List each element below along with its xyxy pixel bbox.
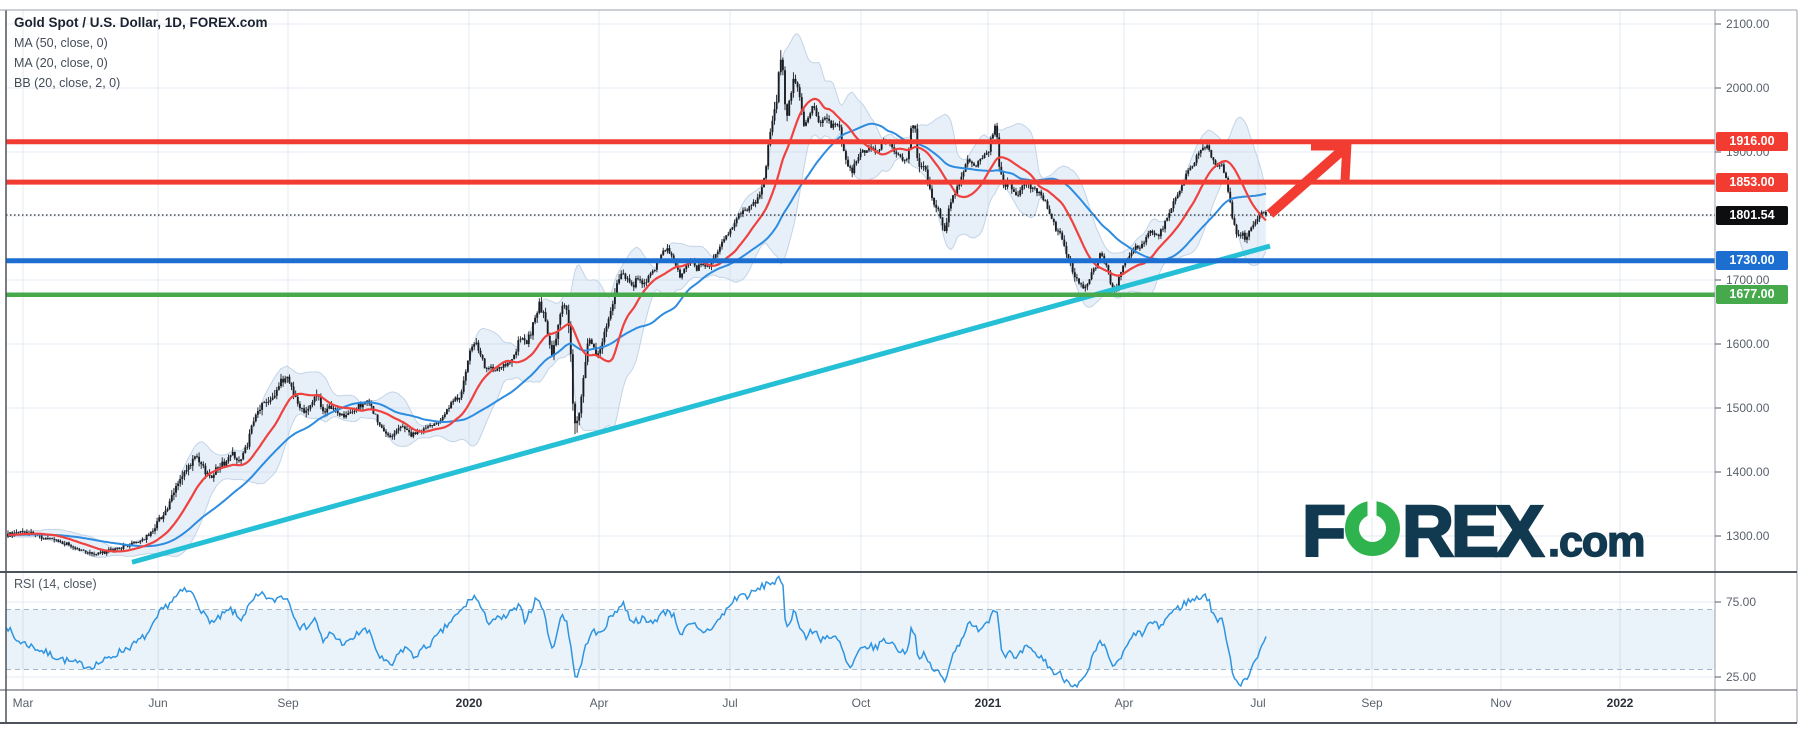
- time-axis-label-Oct: Oct: [851, 696, 871, 710]
- rsi-tick-label-75.00: 75.00: [1726, 595, 1757, 609]
- time-axis-label-Jun: Jun: [148, 696, 168, 710]
- ascending-trendline[interactable]: [131, 243, 1271, 565]
- price-tick-label-2100.00: 2100.00: [1726, 17, 1770, 31]
- time-axis-label-2022: 2022: [1606, 696, 1634, 710]
- projection-arrow-head: [1340, 142, 1352, 182]
- main-price-pane[interactable]: [6, 10, 1715, 572]
- time-axis-label-2021: 2021: [974, 696, 1002, 710]
- rsi-line: [6, 575, 1267, 689]
- time-axis-label-Nov: Nov: [1490, 696, 1512, 710]
- price-tick-label-1500.00: 1500.00: [1726, 401, 1770, 415]
- price-level-badge-1730.00: 1730.00: [1716, 251, 1788, 271]
- time-axis-label-Mar: Mar: [12, 696, 34, 710]
- time-axis-label-Sep: Sep: [277, 696, 299, 710]
- price-tick-label-2000.00: 2000.00: [1726, 81, 1770, 95]
- price-tick-label-1400.00: 1400.00: [1726, 465, 1770, 479]
- time-axis-label-Jul: Jul: [722, 696, 738, 710]
- price-tick-label-1300.00: 1300.00: [1726, 529, 1770, 543]
- price-level-badge-1677.00: 1677.00: [1716, 285, 1788, 305]
- price-axis[interactable]: [1716, 10, 1803, 723]
- time-axis-label-Apr: Apr: [589, 696, 609, 710]
- ma50-line: [7, 122, 1267, 548]
- rsi-band-fill: [6, 609, 1715, 670]
- time-axis-label-Apr: Apr: [1114, 696, 1134, 710]
- time-axis-label-2020: 2020: [455, 696, 483, 710]
- time-axis-label-Sep: Sep: [1361, 696, 1383, 710]
- rsi-tick-label-25.00: 25.00: [1726, 670, 1757, 684]
- price-level-badge-1853.00: 1853.00: [1716, 172, 1788, 192]
- projection-arrow-shaft[interactable]: [1266, 143, 1350, 218]
- rsi-pane[interactable]: [6, 572, 1715, 690]
- price-tick-label-1700.00: 1700.00: [1726, 273, 1770, 287]
- price-level-badge-1916.00: 1916.00: [1716, 132, 1788, 152]
- ma20-line: [7, 97, 1267, 553]
- current-price-badge: 1801.54: [1716, 205, 1788, 225]
- price-tick-label-1600.00: 1600.00: [1726, 337, 1770, 351]
- bollinger-upper-band: [7, 33, 1267, 549]
- time-axis-label-Jul: Jul: [1250, 696, 1266, 710]
